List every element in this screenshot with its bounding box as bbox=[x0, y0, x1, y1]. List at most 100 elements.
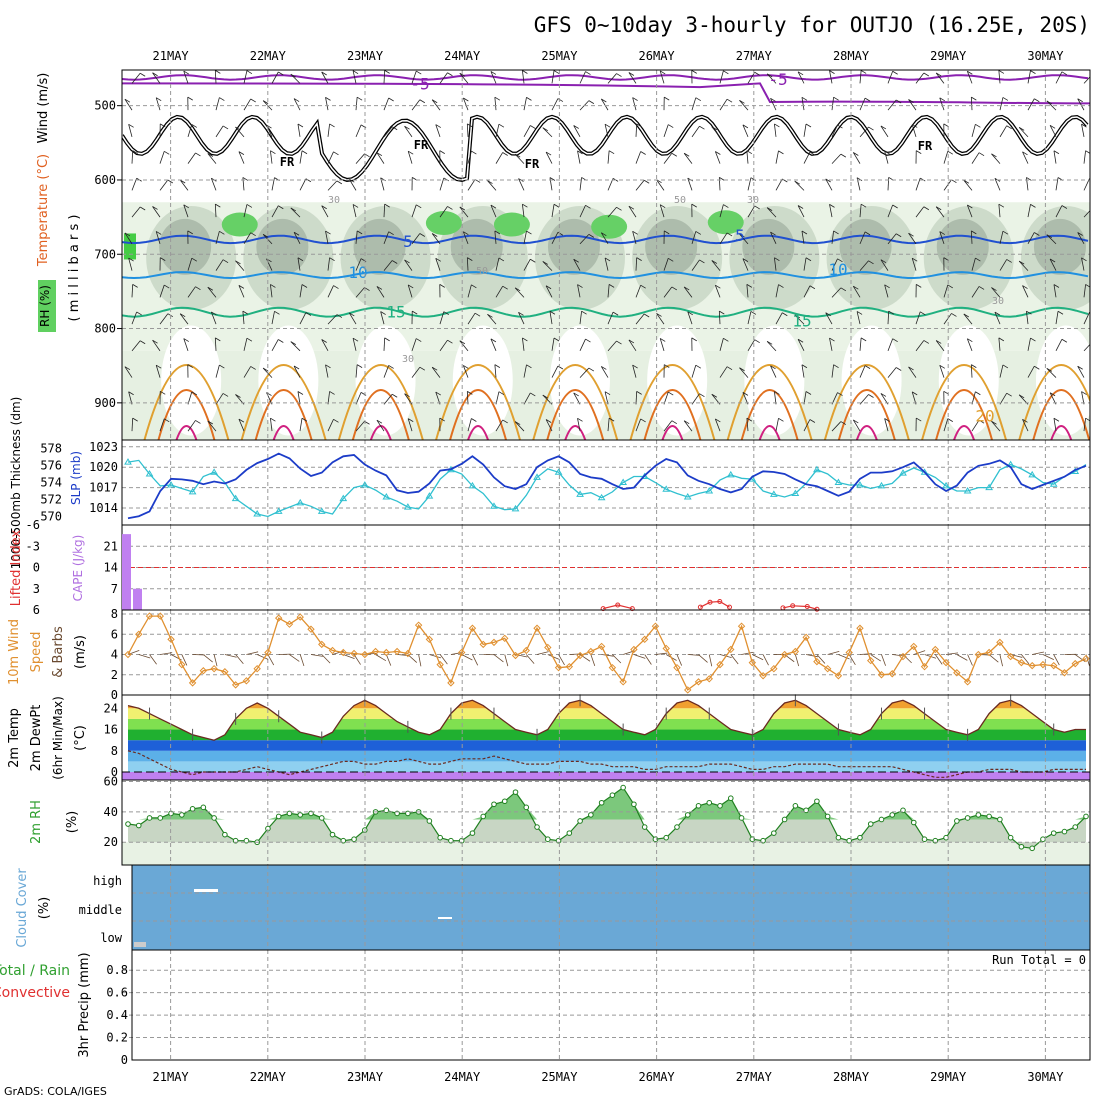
wind-barb-flag bbox=[278, 339, 284, 343]
wind-barb bbox=[514, 287, 525, 298]
wind-barb-flag bbox=[553, 337, 560, 342]
wind-speed-point bbox=[856, 624, 864, 632]
wind-barb bbox=[939, 97, 945, 111]
wind-barb-flag bbox=[388, 365, 394, 369]
wind-barb bbox=[215, 393, 224, 405]
wind-barb-flag bbox=[439, 150, 445, 154]
wind-barb bbox=[633, 654, 646, 659]
wind-barb bbox=[746, 284, 749, 298]
wind-barb-flag bbox=[604, 123, 611, 128]
wind-speed-point bbox=[264, 648, 272, 657]
rh-point bbox=[921, 836, 928, 842]
wind-barb-flag bbox=[664, 96, 670, 101]
wind-barb-flag bbox=[502, 285, 508, 290]
wind-barb bbox=[635, 257, 638, 271]
rh-contour-label: 30 bbox=[328, 195, 340, 206]
wind-barb-flag bbox=[695, 364, 702, 369]
wind-barb bbox=[946, 652, 959, 655]
wind-barb bbox=[719, 232, 728, 245]
wind-barb bbox=[450, 652, 463, 655]
isotherm-15 bbox=[122, 306, 1089, 318]
wind-barb-flag bbox=[459, 206, 466, 211]
wind-barb bbox=[383, 231, 390, 244]
wind-barb-flag bbox=[266, 124, 272, 129]
wind-barb-flag bbox=[939, 364, 945, 369]
wind-barb-flag bbox=[1049, 124, 1056, 129]
lifted-index-line bbox=[782, 605, 818, 610]
wind-barb bbox=[494, 230, 497, 244]
wind-barb-flag bbox=[963, 179, 970, 184]
wind-barb bbox=[523, 125, 531, 138]
wind-barb bbox=[467, 179, 476, 191]
wind-barb-flag bbox=[868, 394, 874, 398]
temp-band bbox=[128, 718, 1086, 730]
wind-barb-flag bbox=[183, 204, 189, 209]
wind-barb-flag bbox=[1046, 100, 1053, 105]
wind-barb bbox=[439, 311, 445, 325]
wind-barb bbox=[632, 97, 637, 111]
wind-barb bbox=[770, 231, 777, 245]
lifted-index-line bbox=[700, 600, 730, 608]
wind-barb-flag bbox=[1026, 177, 1032, 181]
wind-barb bbox=[747, 311, 752, 325]
isotherm-25 bbox=[935, 389, 994, 440]
wind-barb bbox=[466, 391, 469, 405]
wind-speed-point bbox=[802, 633, 810, 642]
wind-barb bbox=[181, 654, 188, 666]
wind-barb bbox=[739, 367, 749, 378]
wind-speed-point bbox=[350, 649, 358, 658]
wind-barb-flag bbox=[616, 206, 622, 211]
wind-barb bbox=[327, 151, 334, 164]
wind-barb bbox=[766, 341, 777, 352]
wind-speed-point bbox=[1060, 669, 1069, 677]
wind-barb-flag bbox=[278, 71, 284, 76]
wind-barb-flag bbox=[683, 286, 690, 291]
wind-barb bbox=[299, 178, 307, 191]
rh-contour-fill bbox=[839, 218, 892, 275]
wind-barb-flag bbox=[439, 284, 445, 288]
wind-speed-point bbox=[587, 647, 595, 656]
wind-barb bbox=[774, 391, 777, 405]
thickness-point bbox=[985, 483, 994, 491]
wind-barb-flag bbox=[671, 152, 678, 157]
rh-point bbox=[878, 816, 885, 823]
wind-barb bbox=[966, 204, 973, 218]
wind-barb-flag bbox=[853, 152, 859, 156]
upper-air-panel: -5 -5 5 5 10 10 15 15 20 FR FR FR FR 30 30 50 50 30 30 bbox=[122, 70, 1090, 440]
wind-barb-flag bbox=[128, 391, 134, 396]
wind-barb bbox=[831, 421, 842, 432]
wind-barb-flag bbox=[329, 257, 335, 262]
wind-barb bbox=[131, 178, 138, 191]
wind-barb bbox=[376, 419, 385, 432]
wind-barb-flag bbox=[522, 337, 528, 342]
y-tick-label: 900 bbox=[94, 396, 116, 410]
isotherm-25 bbox=[643, 389, 702, 440]
wind-barb-flag bbox=[128, 123, 134, 128]
thickness-point bbox=[963, 487, 972, 494]
wind-barb-flag bbox=[951, 179, 957, 184]
cloud-gap bbox=[194, 889, 218, 892]
wind-barb bbox=[353, 654, 361, 665]
wind-barb-flag bbox=[723, 204, 729, 208]
rh-contour-label: 30 bbox=[402, 354, 414, 365]
wind-barb-flag bbox=[947, 284, 954, 289]
wind-barb bbox=[970, 230, 973, 244]
wind-barb-flag bbox=[152, 72, 158, 77]
wind-barb-flag bbox=[152, 206, 158, 210]
wind-barb bbox=[327, 285, 334, 298]
date-label: 30MAY bbox=[1027, 1070, 1064, 1084]
freezing-label: FR bbox=[280, 155, 295, 169]
wind-barb-flag bbox=[250, 232, 256, 237]
wind-barb bbox=[138, 654, 151, 659]
wind-barb bbox=[1049, 258, 1057, 271]
thickness-point bbox=[576, 490, 584, 497]
wind-barb-flag bbox=[352, 337, 359, 342]
isotherm-30 bbox=[953, 425, 975, 440]
wind-barb bbox=[439, 206, 448, 218]
rh-point bbox=[771, 830, 777, 836]
wind-barb bbox=[246, 651, 259, 655]
wind-barb-flag bbox=[699, 393, 705, 398]
thickness-point bbox=[619, 478, 628, 485]
temp-tick-label: 0 bbox=[111, 765, 118, 779]
wind-barb bbox=[887, 367, 897, 378]
